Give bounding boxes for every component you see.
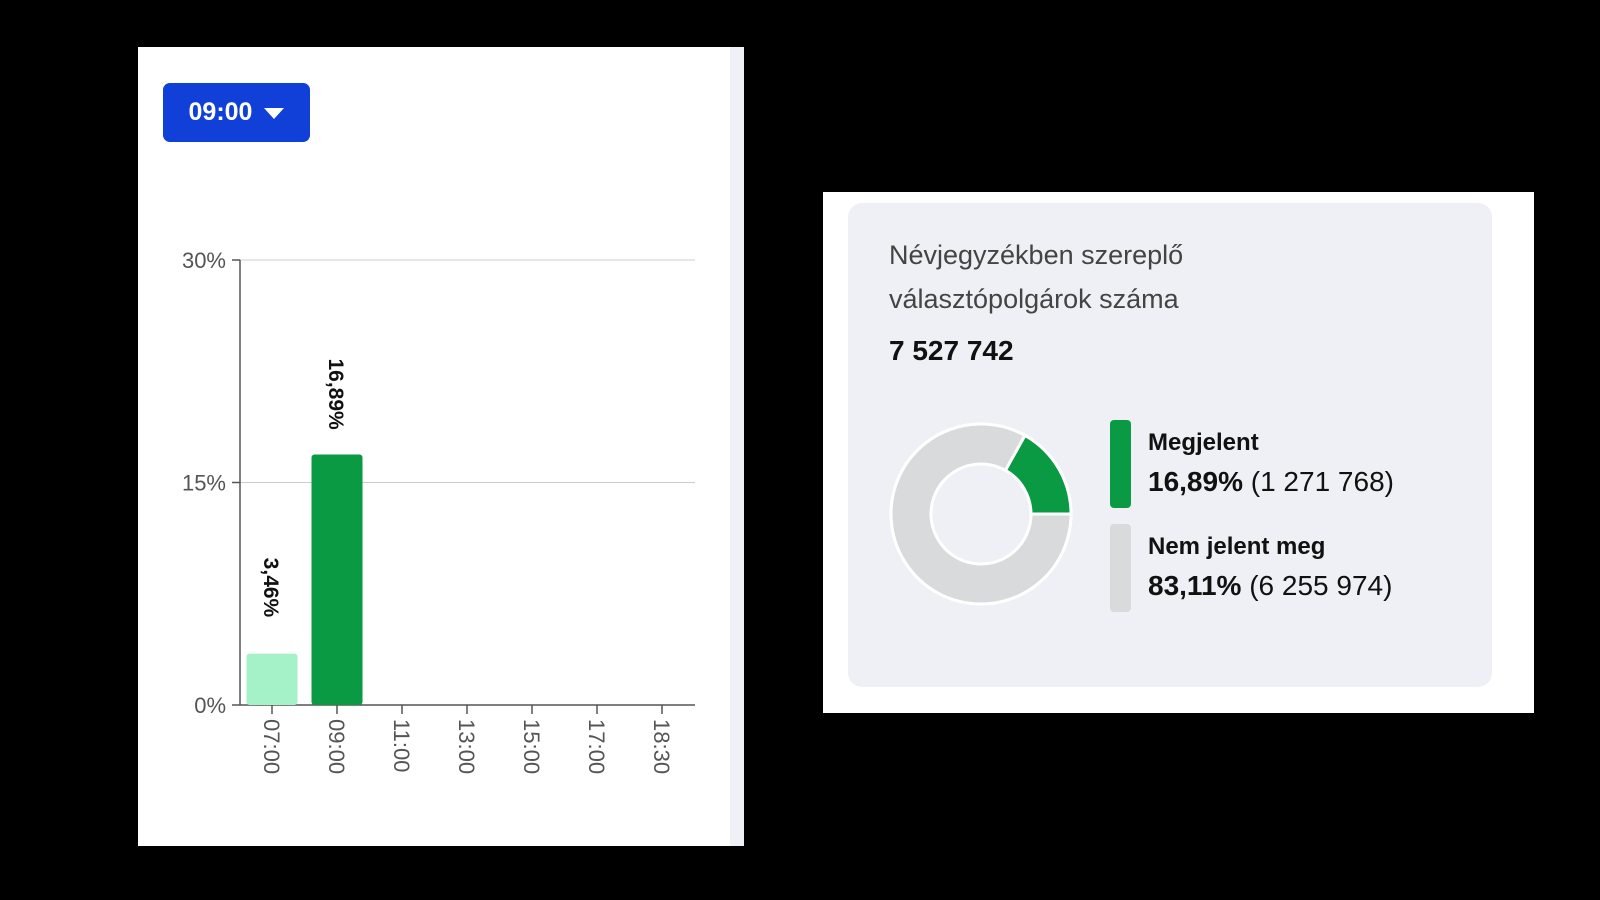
x-tick-label: 18:30 <box>649 719 674 774</box>
y-tick-label: 15% <box>182 471 226 496</box>
bar-value-label: 16,89% <box>324 358 347 430</box>
y-tick-label: 30% <box>182 248 226 273</box>
time-select-value: 09:00 <box>188 98 253 126</box>
x-tick-label: 09:00 <box>324 719 349 774</box>
legend-values-present: 16,89% (1 271 768) <box>1148 466 1394 498</box>
x-tick-label: 15:00 <box>519 719 544 774</box>
x-tick-label: 17:00 <box>584 719 609 774</box>
caret-down-icon <box>264 108 285 119</box>
y-tick-label: 0% <box>194 693 226 718</box>
legend-swatch-absent <box>1110 524 1131 612</box>
legend-values-absent: 83,11% (6 255 974) <box>1148 570 1392 602</box>
panel-scrollbar-track <box>730 47 744 846</box>
registered-voters-panel: Névjegyzékben szereplő választópolgárok … <box>823 192 1534 713</box>
donut-slice[interactable] <box>889 422 1073 606</box>
turnout-donut-chart <box>889 422 1073 606</box>
registered-voters-total: 7 527 742 <box>889 335 1014 366</box>
bar-value-label: 3,46% <box>259 558 282 618</box>
legend-percent-absent: 83,11% <box>1148 570 1242 601</box>
legend-count-absent: (6 255 974) <box>1249 570 1393 601</box>
legend-name-absent: Nem jelent meg <box>1148 533 1326 560</box>
registered-voters-title: Névjegyzékben szereplő választópolgárok … <box>889 240 1184 314</box>
turnout-bar-chart: 0% 15% 30% 07:00 3,46% 09:00 16,89% 11:00 13:00 1… <box>182 248 695 774</box>
bar[interactable] <box>311 454 363 705</box>
legend-count-present: (1 271 768) <box>1250 466 1394 497</box>
time-select-dropdown[interactable]: 09:00 <box>163 83 310 142</box>
x-tick-label: 11:00 <box>389 719 414 772</box>
bar[interactable] <box>246 653 298 705</box>
registered-voters-card: Névjegyzékben szereplő választópolgárok … <box>848 203 1492 687</box>
turnout-by-time-panel: 09:00 0% 15% 30% 07:00 3,46% 09:00 16,89% 11:00… <box>138 47 744 846</box>
legend-percent-present: 16,89% <box>1148 466 1243 497</box>
legend-swatch-present <box>1110 420 1131 508</box>
x-tick-label: 07:00 <box>259 719 284 774</box>
legend-name-present: Megjelent <box>1148 429 1259 456</box>
x-tick-label: 13:00 <box>454 719 479 774</box>
